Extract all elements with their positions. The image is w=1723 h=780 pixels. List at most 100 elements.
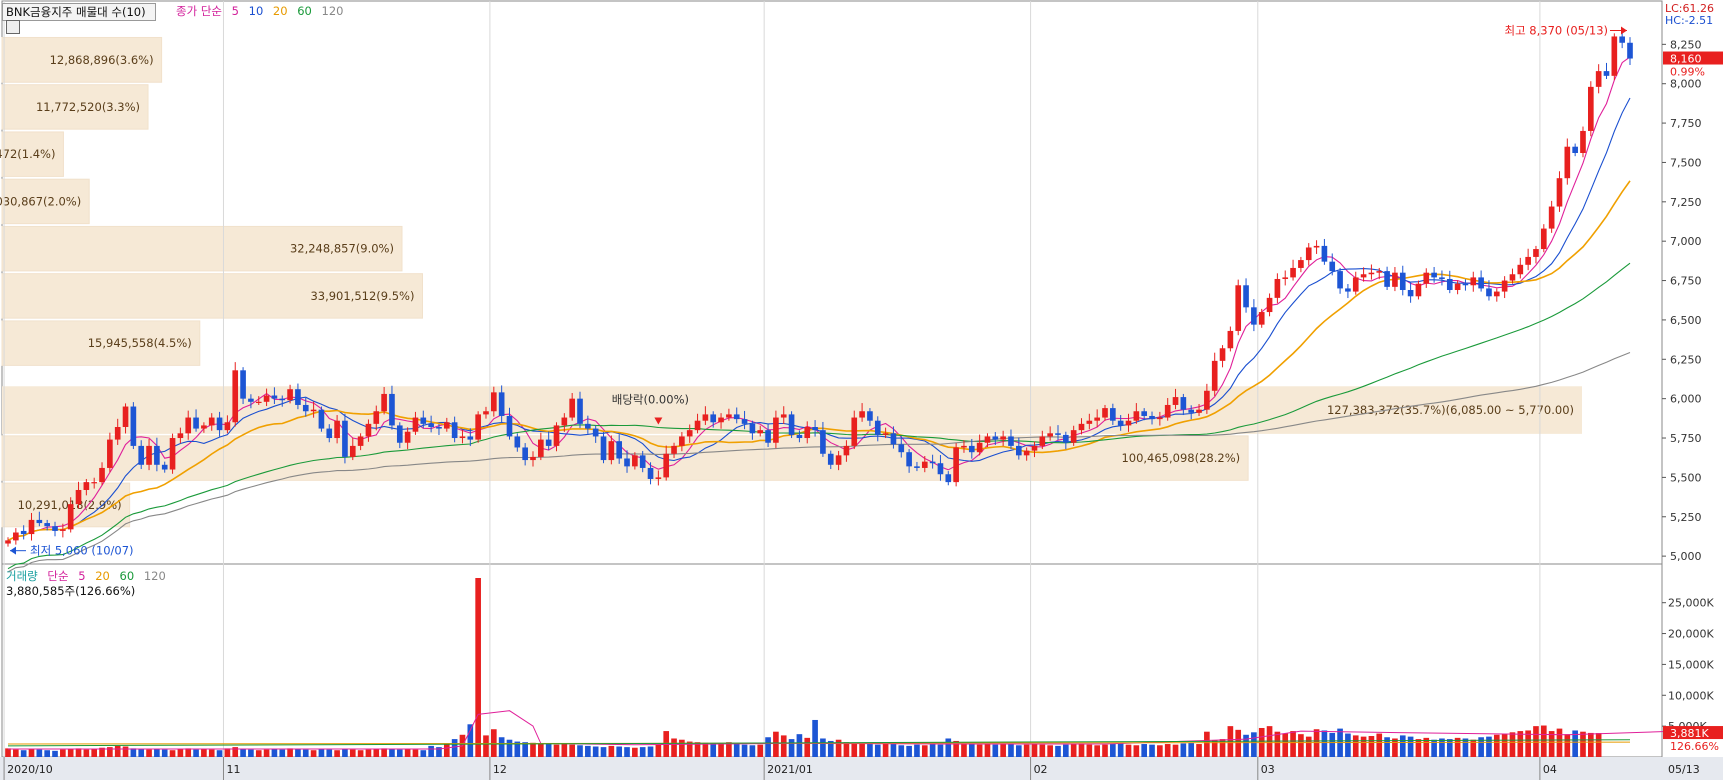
volume-bar-14 <box>114 745 121 757</box>
volume-bar-45 <box>357 750 364 757</box>
candle-body-130 <box>1023 450 1030 456</box>
volume-bar-89 <box>702 742 709 757</box>
candle-body-205 <box>1611 36 1618 76</box>
price-tick-label-3: 7,500 <box>1670 156 1702 169</box>
volume-bar-105 <box>827 740 834 757</box>
volume-bar-109 <box>859 742 865 757</box>
volume-bar-150 <box>1180 743 1187 757</box>
candle-body-180 <box>1415 283 1422 297</box>
volume-bar-163 <box>1282 733 1289 757</box>
volume-bar-179 <box>1407 736 1414 757</box>
volume-bar-148 <box>1164 744 1171 757</box>
price-tick-label-4: 7,250 <box>1670 196 1702 209</box>
calendar-icon[interactable] <box>6 20 20 34</box>
candle-body-50 <box>396 425 403 443</box>
candle-body-10 <box>83 482 90 490</box>
volume-bar-6 <box>52 750 58 757</box>
volume-bar-184 <box>1446 739 1453 757</box>
volume-bar-176 <box>1384 737 1390 757</box>
candle-body-11 <box>91 482 98 484</box>
candle-body-117 <box>921 461 928 468</box>
candle-body-58 <box>459 436 466 439</box>
ma-120: 120 <box>321 4 344 18</box>
candle-body-187 <box>1470 277 1477 286</box>
candle-body-192 <box>1509 274 1516 281</box>
volume-bar-18 <box>146 749 152 757</box>
current-price-label: 8,160 <box>1670 53 1702 66</box>
candle-body-110 <box>867 411 873 421</box>
moving-averages <box>7 56 1631 573</box>
volume-bar-16 <box>130 748 137 757</box>
volume-bar-59 <box>467 724 474 757</box>
volume-bar-124 <box>976 744 983 757</box>
volume-bar-141 <box>1110 744 1116 757</box>
volume-bar-152 <box>1196 744 1202 757</box>
volume-current-label: 3,881K <box>1670 727 1709 740</box>
volume-ma-20: 20 <box>95 569 110 583</box>
volume-bar-139 <box>1094 745 1100 757</box>
volume-profile-label-6: 15,945,558(4.5%) <box>88 336 192 350</box>
volume-bars[interactable] <box>5 578 1678 757</box>
candle-body-27 <box>216 417 223 431</box>
volume-bar-85 <box>671 738 677 757</box>
candle-body-75 <box>592 428 599 437</box>
chart-title-box[interactable]: BNK금융지주 매물대 수(10) <box>2 3 156 21</box>
candle-body-5 <box>44 523 50 527</box>
volume-bar-52 <box>412 749 419 757</box>
candle-body-45 <box>357 436 364 446</box>
volume-bar-53 <box>420 750 427 757</box>
volume-bar-137 <box>1078 743 1085 757</box>
candle-body-144 <box>1133 411 1140 421</box>
candle-body-125 <box>984 436 991 443</box>
current-price-tag <box>1663 51 1723 65</box>
price-tick-label-7: 6,500 <box>1670 314 1702 327</box>
ma-20: 20 <box>272 4 288 18</box>
ma-10: 10 <box>248 4 264 18</box>
candle-body-8 <box>67 504 74 530</box>
candle-body-114 <box>898 444 905 453</box>
candle-body-43 <box>342 420 348 457</box>
candle-body-147 <box>1157 417 1163 420</box>
candle-body-94 <box>741 419 748 424</box>
volume-bar-136 <box>1070 744 1077 757</box>
volume-profile-bar-3 <box>1 178 90 225</box>
volume-bar-132 <box>1039 744 1046 757</box>
volume-bar-61 <box>483 735 489 757</box>
volume-bar-12 <box>99 747 105 757</box>
volume-profile-label-7: 127,383,372(35.7%)(6,085.00 ~ 5,770.00) <box>1327 403 1574 417</box>
volume-bar-180 <box>1415 739 1422 757</box>
candle-body-102 <box>804 427 811 439</box>
volume-bar-110 <box>867 744 873 757</box>
candle-body-136 <box>1070 430 1077 443</box>
ma-5: 5 <box>231 4 239 18</box>
volume-bar-178 <box>1399 735 1406 757</box>
volume-bar-188 <box>1478 737 1484 757</box>
candle-body-189 <box>1486 288 1492 297</box>
candle-body-169 <box>1329 261 1336 272</box>
volume-bar-108 <box>851 743 858 757</box>
candle-body-33 <box>263 395 270 402</box>
volume-bar-32 <box>255 750 262 757</box>
candle-body-124 <box>976 442 983 453</box>
candle-body-178 <box>1399 272 1406 290</box>
volume-tick-label-2: 15,000K <box>1668 658 1714 671</box>
volume-bar-192 <box>1509 732 1516 757</box>
volume-bar-47 <box>373 748 380 757</box>
volume-bar-73 <box>577 745 583 757</box>
candlesticks[interactable] <box>5 32 1633 547</box>
volume-bar-39 <box>310 750 317 757</box>
candle-body-104 <box>820 430 826 454</box>
volume-bar-24 <box>193 749 199 757</box>
candle-body-134 <box>1055 433 1061 435</box>
volume-bar-168 <box>1321 730 1328 757</box>
volume-bar-79 <box>624 747 630 757</box>
candle-body-165 <box>1298 260 1304 268</box>
candle-body-68 <box>538 439 544 457</box>
volume-bar-175 <box>1376 733 1383 757</box>
candle-body-101 <box>796 434 803 439</box>
candle-body-69 <box>545 439 552 446</box>
volume-bar-5 <box>44 750 50 757</box>
dividend-marker <box>654 417 663 425</box>
volume-bar-4 <box>36 749 43 757</box>
